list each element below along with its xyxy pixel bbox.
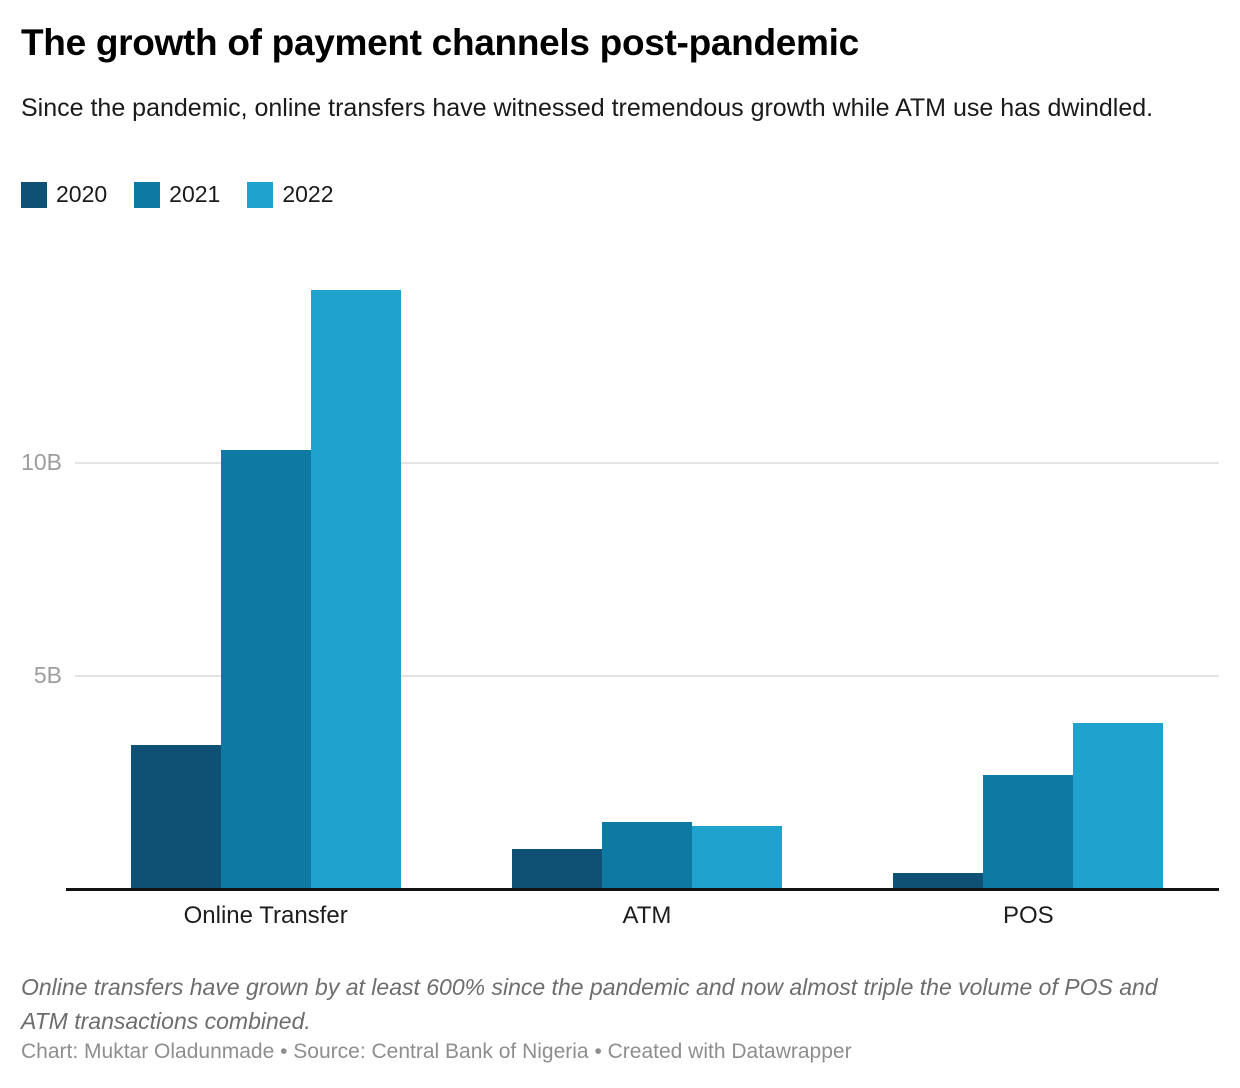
- legend-swatch-2021: [134, 181, 161, 208]
- y-tick-label-10B: 10B: [21, 448, 62, 475]
- gridline-5B: [75, 675, 1219, 678]
- gridline-10B: [75, 461, 1219, 464]
- bar-pos-2020[interactable]: [893, 873, 983, 890]
- bar-atm-2021[interactable]: [602, 822, 692, 890]
- legend-label-2021: 2021: [169, 181, 221, 207]
- legend-label-2020: 2020: [56, 181, 108, 207]
- bar-atm-2022[interactable]: [692, 826, 782, 890]
- chart-subtitle: Since the pandemic, online transfers hav…: [21, 94, 1154, 122]
- legend-item-2020: 2020: [21, 181, 107, 208]
- legend: 2020 2021 2022: [21, 181, 361, 208]
- x-axis-line: [66, 888, 1219, 891]
- legend-label-2022: 2022: [282, 181, 334, 207]
- chart-byline: Chart: Muktar Oladunmade • Source: Centr…: [21, 1040, 852, 1063]
- x-axis-label-pos: POS: [1002, 902, 1054, 929]
- bar-pos-2021[interactable]: [983, 775, 1073, 890]
- x-axis-label-atm: ATM: [622, 902, 672, 929]
- bar-atm-2020[interactable]: [512, 849, 602, 890]
- legend-swatch-2022: [247, 181, 274, 208]
- chart-title: The growth of payment channels post-pand…: [21, 22, 859, 63]
- chart-plot-area: 5B 10B Online Transfer ATM POS: [0, 240, 1240, 940]
- x-axis-label-online-transfer: Online Transfer: [183, 902, 348, 929]
- y-tick-label-5B: 5B: [33, 662, 62, 689]
- bar-online-transfer-2022[interactable]: [311, 290, 401, 890]
- bar-pos-2022[interactable]: [1073, 723, 1163, 890]
- chart-note: Online transfers have grown by at least …: [21, 974, 1158, 1034]
- legend-item-2022: 2022: [247, 181, 334, 208]
- legend-item-2021: 2021: [134, 181, 220, 208]
- bar-online-transfer-2020[interactable]: [131, 745, 221, 890]
- legend-swatch-2020: [21, 181, 47, 208]
- bar-online-transfer-2021[interactable]: [221, 450, 311, 890]
